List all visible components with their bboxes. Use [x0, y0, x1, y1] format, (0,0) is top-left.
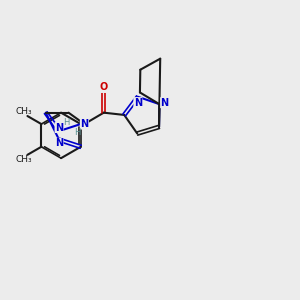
- Text: N: N: [134, 98, 142, 108]
- Text: N: N: [80, 119, 88, 129]
- Text: H: H: [63, 118, 69, 127]
- Text: N: N: [55, 138, 63, 148]
- Text: CH₃: CH₃: [16, 155, 32, 164]
- Text: H: H: [74, 128, 80, 137]
- Text: CH₃: CH₃: [16, 107, 32, 116]
- Text: N: N: [55, 123, 63, 133]
- Text: O: O: [100, 82, 108, 92]
- Text: N: N: [160, 98, 169, 108]
